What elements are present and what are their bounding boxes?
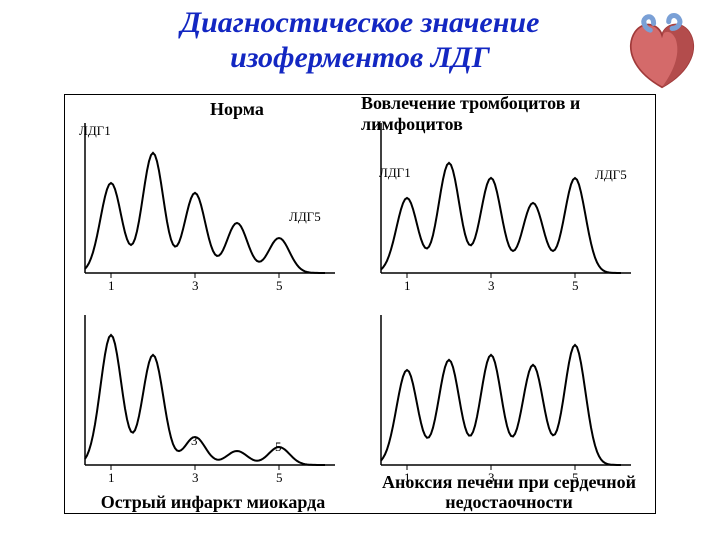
tick-label: 5 bbox=[276, 278, 283, 293]
peak-label: ЛДГ5 bbox=[595, 167, 627, 182]
tick-label: 5 bbox=[276, 470, 283, 485]
peak-label: ЛДГ1 bbox=[79, 123, 111, 138]
panel-caption: Вовлечение тромбоцитов и лимфоцитов bbox=[361, 93, 653, 135]
peak-label: 5 bbox=[275, 439, 282, 454]
peak-label: 3 bbox=[191, 433, 198, 448]
tick-label: 3 bbox=[488, 278, 495, 293]
peak-label: ЛДГ1 bbox=[379, 165, 411, 180]
electropherogram-curve bbox=[85, 335, 325, 465]
tick-label: 1 bbox=[108, 470, 115, 485]
electropherogram-curve bbox=[381, 163, 621, 273]
chart-panel-grid: 135ЛДГ1ЛДГ5Норма135ЛДГ1ЛДГ5Вовлечение тр… bbox=[64, 94, 656, 514]
tick-label: 1 bbox=[404, 278, 411, 293]
panel-mi: 1 3 5 3 5 Острый инфаркт миокарда bbox=[65, 305, 361, 515]
peak-label: ЛДГ5 bbox=[289, 209, 321, 224]
page-title: Диагностическое значение изоферментов ЛД… bbox=[0, 6, 720, 75]
panel-anoxia: 135Аноксия печени при сердечной недостао… bbox=[361, 305, 657, 515]
title-line2: изоферментов ЛДГ bbox=[230, 41, 490, 74]
panel-norm: 1 3 5 ЛДГ1 ЛДГ5 Норма bbox=[65, 95, 361, 305]
panel-plot-anoxia: 135 bbox=[361, 305, 657, 487]
title-line1: Диагностическое значение bbox=[181, 6, 540, 39]
panel-plot-mi: 1 3 5 3 5 bbox=[65, 305, 361, 487]
electropherogram-curve bbox=[381, 345, 621, 465]
tick-label: 5 bbox=[572, 278, 579, 293]
panel-plot-norm: 1 3 5 ЛДГ1 ЛДГ5 bbox=[65, 113, 361, 295]
tick-label: 3 bbox=[192, 278, 199, 293]
panel-caption: Острый инфаркт миокарда bbox=[65, 493, 361, 513]
panel-plot-platelets: 1 3 5 ЛДГ1 ЛДГ5 bbox=[361, 113, 657, 295]
panel-caption: Норма bbox=[210, 99, 357, 120]
panel-platelets: 1 3 5 ЛДГ1 ЛДГ5 Вовлечение тромбоцитов и лимф… bbox=[361, 95, 657, 305]
tick-label: 3 bbox=[192, 470, 199, 485]
panel-caption: Аноксия печени при сердечной недостаочно… bbox=[361, 473, 657, 513]
tick-label: 1 bbox=[108, 278, 115, 293]
heart-icon bbox=[620, 10, 704, 94]
